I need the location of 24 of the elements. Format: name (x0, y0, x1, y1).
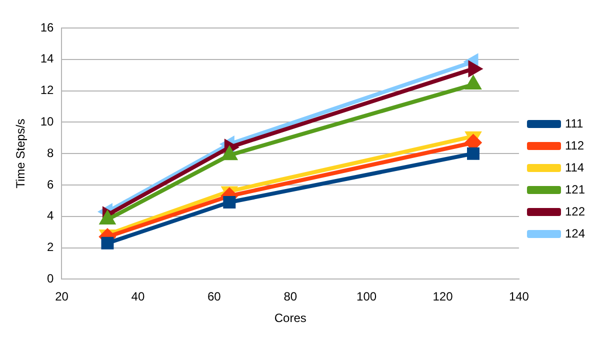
y-tick-label: 0 (47, 272, 54, 286)
y-tick-label: 6 (47, 177, 54, 192)
x-tick-label: 60 (207, 290, 222, 304)
x-tick-label: 120 (432, 290, 454, 304)
legend-label: 122 (564, 204, 586, 218)
x-tick-label: 40 (131, 290, 145, 304)
y-tick-label: 14 (40, 52, 54, 66)
y-axis-title: Time Steps/s (14, 118, 28, 188)
legend-label: 124 (564, 226, 586, 240)
y-tick-label: 8 (47, 146, 54, 160)
x-axis-title: Cores (274, 311, 306, 326)
y-tick-label: 2 (47, 240, 54, 254)
y-tick-label: 4 (47, 208, 54, 223)
legend-label: 114 (564, 160, 584, 174)
y-tick-label: 16 (40, 20, 54, 34)
legend-label: 121 (564, 182, 586, 196)
x-tick-label: 80 (284, 290, 298, 304)
legend-label: 111 (564, 116, 584, 130)
y-tick-label: 10 (40, 114, 54, 129)
x-tick-label: 100 (356, 290, 377, 304)
x-tick-label: 140 (508, 290, 530, 304)
y-tick-label: 12 (40, 83, 54, 98)
x-tick-label: 20 (55, 290, 69, 304)
legend-label: 112 (564, 138, 584, 152)
